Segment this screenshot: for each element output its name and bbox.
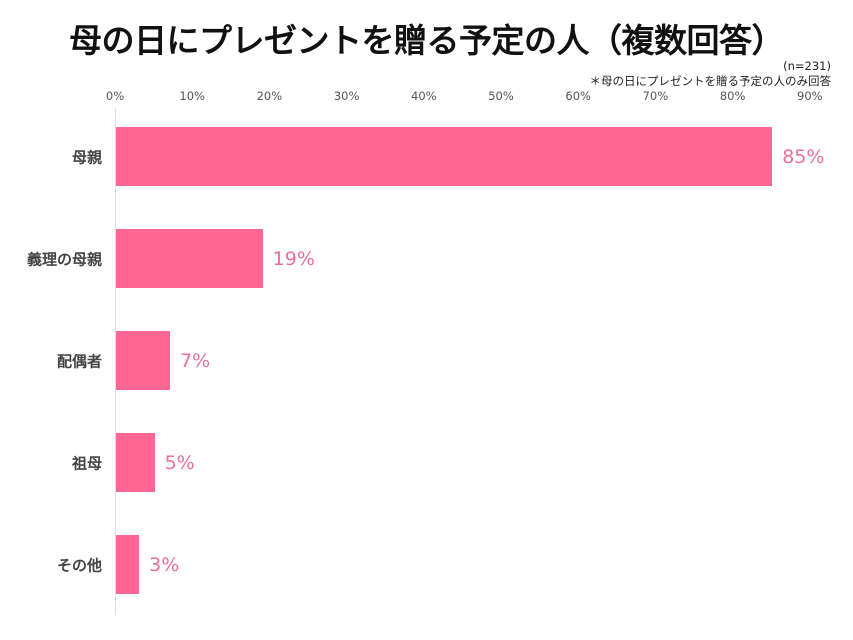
- category-label: 祖母: [71, 454, 102, 472]
- x-tick-label: 30%: [333, 89, 360, 103]
- value-label: 3%: [149, 553, 180, 576]
- x-tick-label: 40%: [411, 89, 437, 103]
- sample-size-note: (n=231): [783, 59, 831, 73]
- category-label: 配偶者: [56, 352, 102, 370]
- x-tick-label: 10%: [179, 89, 205, 103]
- chart-title: 母の日にプレゼントを贈る予定の人（複数回答）: [69, 21, 785, 60]
- value-label: 7%: [180, 349, 211, 372]
- respondent-note: ＊母の日にプレゼントを贈る予定の人のみ回答: [589, 74, 832, 88]
- x-tick-label: 20%: [256, 89, 283, 103]
- value-label: 5%: [164, 451, 195, 474]
- bar: [116, 433, 155, 492]
- value-label: 19%: [272, 247, 315, 270]
- y-axis-line: [115, 108, 116, 615]
- bar: [116, 331, 171, 390]
- x-tick-label: 50%: [488, 89, 514, 103]
- x-tick-label: 80%: [719, 89, 746, 103]
- bar: [116, 535, 140, 594]
- bar: [116, 229, 263, 288]
- x-tick-label: 70%: [642, 89, 669, 103]
- category-label: その他: [56, 556, 102, 574]
- category-label: 母親: [71, 148, 102, 166]
- x-tick-label: 60%: [565, 89, 591, 103]
- x-tick-label: 0%: [105, 89, 125, 103]
- bar: [116, 127, 773, 186]
- value-label: 85%: [782, 145, 825, 168]
- x-tick-label: 90%: [797, 89, 823, 103]
- category-label: 義理の母親: [26, 250, 102, 268]
